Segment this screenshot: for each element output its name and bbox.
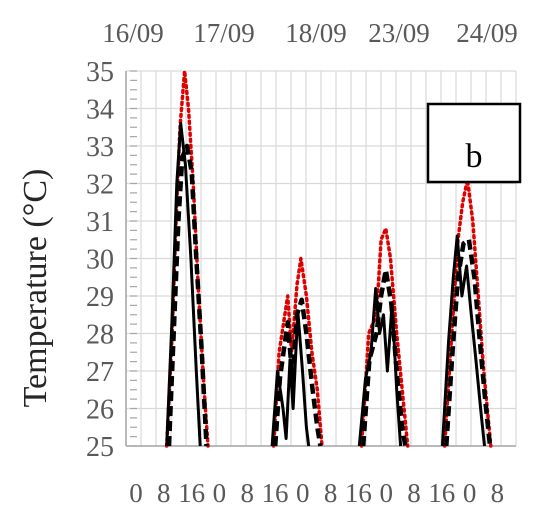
y-tick-label: 30 <box>86 245 114 276</box>
x-tick-label: 0 <box>379 478 393 508</box>
day-series-17-09 <box>164 69 210 448</box>
red-dotted-series-line <box>359 226 410 448</box>
red-dotted-series-line <box>271 256 324 448</box>
axes <box>125 70 516 447</box>
y-tick-label: 27 <box>86 357 114 388</box>
black-dashed-series-line <box>166 143 209 447</box>
y-tick-label: 28 <box>86 320 114 351</box>
y-tick-label: 31 <box>86 207 114 238</box>
panel-label: b <box>466 138 483 175</box>
y-tick-label: 29 <box>86 282 114 313</box>
y-tick-label: 33 <box>86 132 114 163</box>
panel-label-frame <box>426 102 522 184</box>
y-tick-label: 25 <box>86 432 114 463</box>
x-tick-label: 16 <box>178 478 205 508</box>
black-dashed-series-line <box>444 237 493 447</box>
date-label: 17/09 <box>193 18 255 48</box>
grid-lines <box>125 70 517 447</box>
x-tick-labels: 0 8 16 0 8 16 0 8 16 0 8 16 0 8 <box>129 478 504 508</box>
data-series <box>164 69 493 448</box>
y-tick-label: 32 <box>86 170 114 201</box>
x-tick-label: 8 <box>240 478 254 508</box>
date-label: 16/09 <box>102 18 164 48</box>
y-axis-label: Temperature (°C) <box>17 169 54 408</box>
day-series-24-09 <box>440 177 493 448</box>
date-label: 18/09 <box>285 18 347 48</box>
panel-label-box: b <box>426 102 522 184</box>
x-tick-label: 8 <box>157 478 171 508</box>
x-tick-label: 16 <box>262 478 289 508</box>
black-solid-series-line <box>440 234 486 447</box>
x-tick-label: 0 <box>129 478 143 508</box>
x-tick-label: 0 <box>463 478 477 508</box>
x-tick-label: 0 <box>213 478 227 508</box>
x-tick-label: 16 <box>428 478 455 508</box>
x-tick-label: 8 <box>491 478 505 508</box>
x-tick-label: 16 <box>345 478 372 508</box>
date-label: 24/09 <box>456 18 518 48</box>
x-tick-label: 8 <box>324 478 338 508</box>
y-tick-label: 35 <box>86 57 114 88</box>
date-labels: 16/09 17/09 18/09 23/09 24/09 <box>102 18 518 48</box>
black-dashed-series-line <box>272 297 323 447</box>
black-solid-series-line <box>165 122 202 447</box>
y-tick-label: 34 <box>86 95 114 126</box>
date-label: 23/09 <box>368 18 430 48</box>
day-series-23-09 <box>357 226 410 448</box>
x-tick-label: 8 <box>407 478 421 508</box>
y-tick-labels: 25 26 27 28 29 30 31 32 33 34 35 <box>86 57 114 463</box>
x-tick-label: 0 <box>296 478 310 508</box>
day-series-18-09 <box>270 256 324 448</box>
black-solid-series-line <box>357 287 403 447</box>
y-tick-label: 26 <box>86 395 114 426</box>
black-solid-series-line <box>270 309 311 447</box>
